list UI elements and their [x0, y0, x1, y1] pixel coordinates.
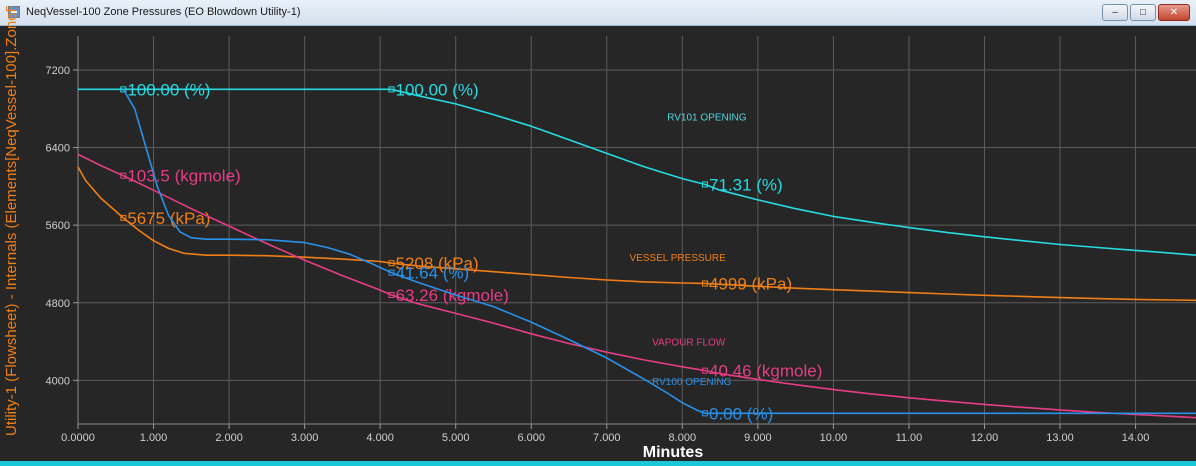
minimize-button[interactable]: – — [1102, 4, 1128, 21]
x-tick-label: 11.00 — [896, 432, 923, 444]
data-label: 63.26 (kgmole) — [395, 286, 508, 305]
x-tick-label: 12.00 — [971, 432, 999, 444]
plot-background — [78, 36, 1196, 424]
data-label: 100.00 (%) — [395, 80, 478, 99]
data-label: 100.00 (%) — [127, 80, 210, 99]
x-tick-label: 0.0000 — [61, 432, 95, 444]
data-marker — [701, 367, 708, 374]
data-marker — [120, 172, 127, 179]
x-tick-label: 8.000 — [669, 432, 697, 444]
data-label: 5208 (kPa) — [395, 254, 478, 273]
data-label: 0.00 (%) — [709, 404, 773, 423]
close-button[interactable]: ✕ — [1158, 4, 1190, 21]
maximize-button[interactable]: □ — [1130, 4, 1156, 21]
series-annotation: RV100 OPENING — [652, 377, 732, 388]
data-marker — [388, 86, 395, 93]
x-tick-label: 6.000 — [517, 432, 545, 444]
chart-area[interactable]: 0.0000 1.000 2.000 3.000 4.000 5.000 6.000 7.00… — [0, 6, 1196, 466]
y-tick-label: 7200 — [46, 65, 70, 77]
y-tick-label: 5600 — [46, 220, 70, 232]
data-label: 4999 (kPa) — [709, 274, 792, 293]
series-annotation: VAPOUR FLOW — [652, 337, 726, 348]
data-marker — [388, 269, 395, 276]
data-label: 71.31 (%) — [709, 175, 783, 194]
data-marker — [120, 86, 127, 93]
y-axis-label: Utility-1 (Flowsheet) - Internals (Eleme… — [3, 6, 20, 436]
x-tick-label: 5.000 — [442, 432, 470, 444]
series-line — [77, 153, 1196, 419]
app-icon — [8, 6, 20, 18]
x-tick-label: 13.00 — [1046, 432, 1074, 444]
y-tick-label: 4800 — [46, 298, 70, 310]
line-chart[interactable]: 0.0000 1.000 2.000 3.000 4.000 5.000 6.000 7.00… — [0, 26, 1196, 466]
data-label: 40.46 (kgmole) — [709, 362, 822, 381]
data-label: 5675 (kPa) — [127, 209, 210, 228]
window-title: NeqVessel-100 Zone Pressures (EO Blowdow… — [26, 6, 301, 18]
series-annotation: VESSEL PRESSURE — [629, 253, 726, 264]
data-marker — [120, 214, 127, 221]
data-marker — [388, 291, 395, 298]
x-tick-label: 7.000 — [593, 432, 621, 444]
data-marker — [701, 410, 708, 417]
series-annotation: RV101 OPENING — [667, 112, 747, 123]
data-label: 41.64 (%) — [395, 264, 469, 283]
data-marker — [388, 260, 395, 267]
x-tick-label: 1.000 — [140, 432, 168, 444]
x-tick-label: 4.000 — [366, 432, 394, 444]
data-marker — [701, 181, 708, 188]
x-tick-label: 10.00 — [820, 432, 848, 444]
x-tick-label: 9.000 — [744, 432, 772, 444]
series-line — [77, 166, 1196, 302]
x-axis-label: Minutes — [643, 444, 704, 461]
x-tick-label: 3.000 — [291, 432, 319, 444]
series-line — [122, 88, 1196, 415]
x-tick-label: 2.000 — [215, 432, 243, 444]
data-label: 103.5 (kgmole) — [127, 167, 240, 186]
title-bar[interactable]: NeqVessel-100 Zone Pressures (EO Blowdow… — [0, 0, 1196, 26]
x-tick-label: 14.00 — [1122, 432, 1150, 444]
window-controls: – □ ✕ — [1102, 4, 1190, 21]
status-strip — [0, 461, 1196, 466]
y-tick-label: 6400 — [46, 143, 70, 155]
y-tick-label: 4000 — [46, 375, 70, 387]
data-marker — [701, 280, 708, 287]
series-line — [78, 88, 1196, 256]
